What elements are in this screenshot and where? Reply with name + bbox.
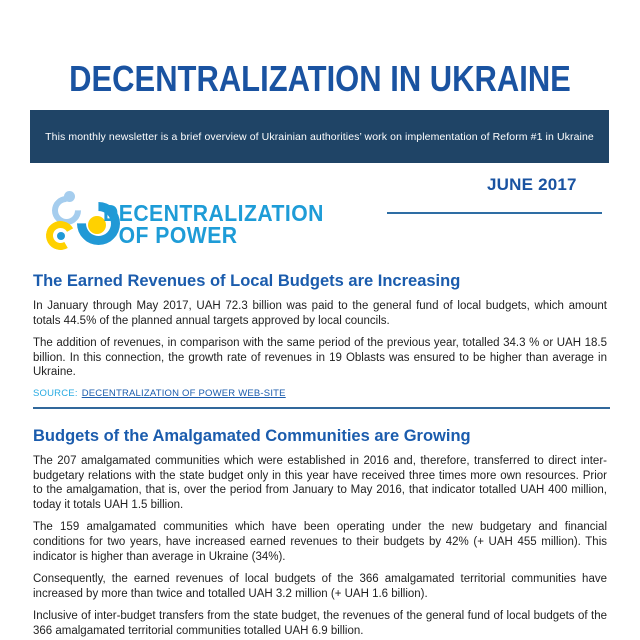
source-label: SOURCE: xyxy=(33,387,78,399)
section-1-paragraph-2: The addition of revenues, in comparison … xyxy=(33,337,607,379)
source-link[interactable]: DECENTRALIZATION OF POWER WEB-SITE xyxy=(81,387,286,399)
logo-lightblue-head-dot xyxy=(64,191,75,202)
logo-blue-dot xyxy=(57,232,65,240)
article-content: The Earned Revenues of Local Budgets are… xyxy=(33,272,610,640)
section-2-paragraph-3: Consequently, the earned revenues of loc… xyxy=(33,573,607,600)
decentralization-logo-icon xyxy=(42,189,129,262)
logo-yellow-head-dot xyxy=(88,216,106,234)
page-title: DECENTRALIZATION IN UKRAINE xyxy=(69,58,571,99)
issue-date: JUNE 2017 xyxy=(487,175,577,194)
source-line: SOURCE: DECENTRALIZATION OF POWER WEB-SIT… xyxy=(33,388,607,399)
section-1-paragraph-1: In January through May 2017, UAH 72.3 bi… xyxy=(33,300,607,327)
decentralization-of-power-logo: DECENTRALIZATION OF POWER xyxy=(42,189,376,265)
subtitle-banner: This monthly newsletter is a brief overv… xyxy=(30,110,609,163)
issue-date-underline xyxy=(387,212,602,214)
section-2-paragraph-2: The 159 amalgamated communities which ha… xyxy=(33,521,607,563)
section-2-paragraph-4: Inclusive of inter-budget transfers from… xyxy=(33,610,607,637)
logo-wordmark: DECENTRALIZATION OF POWER xyxy=(103,200,324,248)
logo-wordmark-line2: OF POWER xyxy=(118,222,238,248)
section-2-heading: Budgets of the Amalgamated Communities a… xyxy=(33,426,471,445)
section-1-heading: The Earned Revenues of Local Budgets are… xyxy=(33,272,461,290)
section-divider xyxy=(33,406,610,409)
subtitle-text: This monthly newsletter is a brief overv… xyxy=(45,130,594,143)
section-2-paragraph-1: The 207 amalgamated communities which we… xyxy=(33,454,607,511)
logo-wordmark-line1: DECENTRALIZATION xyxy=(103,200,324,226)
